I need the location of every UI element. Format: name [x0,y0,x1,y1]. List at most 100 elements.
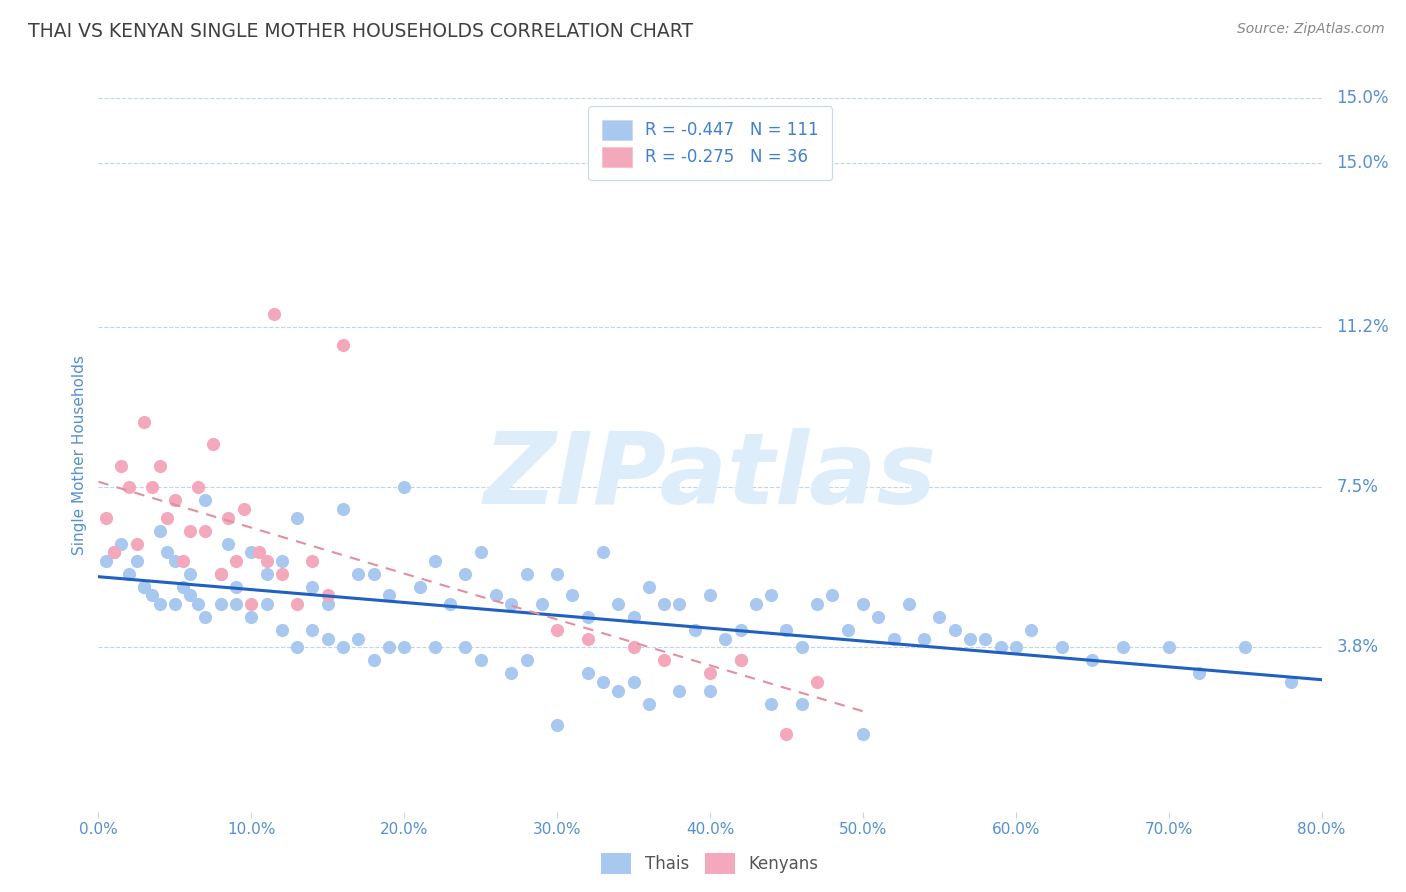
Point [576,610,599,624]
Point [943,623,966,637]
Point [94,510,117,524]
Point [623,675,645,690]
Point [668,597,690,611]
Point [179,524,201,538]
Point [1112,640,1135,655]
Point [501,666,523,681]
Point [912,632,935,646]
Point [1188,666,1211,681]
Point [163,554,186,568]
Point [516,653,538,667]
Point [149,597,172,611]
Point [806,675,828,690]
Point [607,683,630,698]
Text: 7.5%: 7.5% [1336,478,1378,496]
Point [217,536,239,550]
Point [149,458,172,473]
Point [714,632,737,646]
Point [285,510,308,524]
Point [141,480,163,494]
Point [270,554,292,568]
Point [485,589,508,603]
Point [852,727,875,741]
Point [546,718,568,732]
Point [775,727,797,741]
Point [423,640,446,655]
Point [775,623,797,637]
Point [990,640,1012,655]
Point [225,554,247,568]
Point [454,640,477,655]
Point [699,589,721,603]
Point [637,697,661,711]
Point [209,566,232,581]
Point [332,640,354,655]
Point [316,597,339,611]
Point [94,554,117,568]
Point [301,623,323,637]
Point [730,623,752,637]
Point [623,640,645,655]
Point [652,597,675,611]
Point [240,597,263,611]
Point [217,510,239,524]
Point [592,675,614,690]
Point [501,597,523,611]
Point [683,623,706,637]
Point [439,597,461,611]
Point [392,640,416,655]
Point [1157,640,1180,655]
Point [1234,640,1257,655]
Point [592,545,614,559]
Point [225,597,247,611]
Point [1004,640,1026,655]
Point [118,566,141,581]
Point [301,554,323,568]
Point [623,610,645,624]
Point [270,566,292,581]
Y-axis label: Single Mother Households: Single Mother Households [72,355,87,555]
Point [163,493,186,508]
Point [699,666,721,681]
Point [194,524,217,538]
Point [576,666,599,681]
Point [363,566,385,581]
Point [378,640,401,655]
Legend: Thais, Kenyans: Thais, Kenyans [593,845,827,882]
Point [209,566,232,581]
Point [959,632,981,646]
Point [790,697,813,711]
Point [837,623,859,637]
Point [285,640,308,655]
Point [118,480,141,494]
Point [470,545,492,559]
Point [897,597,920,611]
Point [454,566,477,581]
Point [247,545,270,559]
Point [256,566,278,581]
Point [347,566,370,581]
Point [790,640,813,655]
Text: THAI VS KENYAN SINGLE MOTHER HOUSEHOLDS CORRELATION CHART: THAI VS KENYAN SINGLE MOTHER HOUSEHOLDS … [28,22,693,41]
Point [699,683,721,698]
Point [110,458,132,473]
Point [821,589,844,603]
Point [270,623,292,637]
Point [637,580,661,594]
Point [125,554,148,568]
Point [730,653,752,667]
Point [363,653,385,667]
Text: 15.0%: 15.0% [1336,154,1389,172]
Point [316,589,339,603]
Point [156,510,179,524]
Point [232,502,254,516]
Point [516,566,538,581]
Point [332,502,354,516]
Point [141,589,163,603]
Text: ZIPatlas: ZIPatlas [484,428,936,524]
Point [187,480,209,494]
Point [103,545,125,559]
Point [240,545,263,559]
Point [668,683,690,698]
Point [332,337,354,351]
